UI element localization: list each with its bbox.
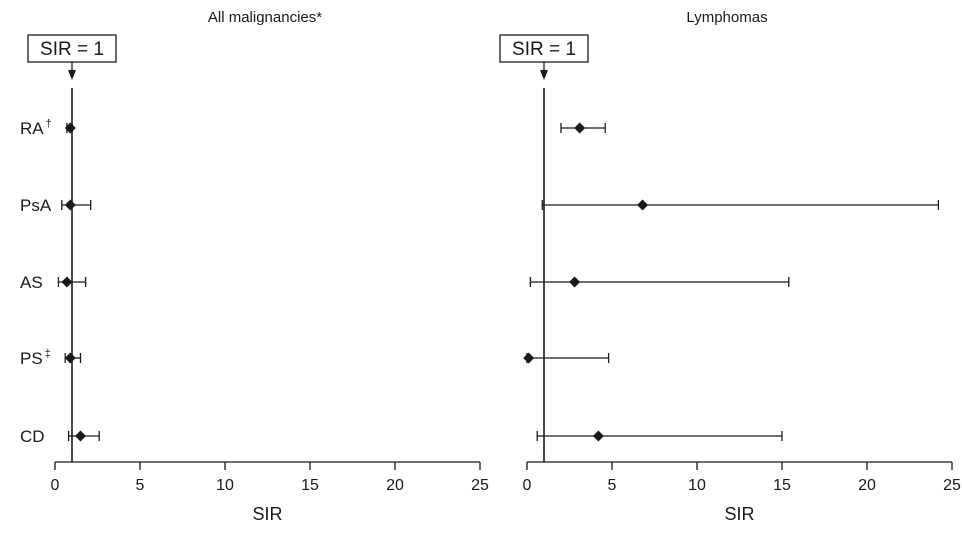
x-tick-label: 0 (51, 477, 60, 494)
reference-arrow-head (68, 70, 76, 80)
reference-label: SIR = 1 (40, 39, 104, 60)
x-tick-label: 5 (608, 477, 617, 494)
x-tick-label: 10 (688, 477, 706, 494)
category-label-text: PS (20, 349, 43, 368)
x-tick-label: 5 (136, 477, 145, 494)
category-label: RA † (20, 118, 52, 138)
x-tick-label: 10 (216, 477, 234, 494)
x-tick-label: 20 (386, 477, 404, 494)
x-axis-label: SIR (724, 504, 754, 524)
point-estimate-marker (574, 122, 586, 134)
category-label: PsA (20, 196, 52, 215)
category-footnote-mark: † (46, 118, 52, 130)
point-estimate-marker (64, 122, 76, 134)
reference-label-box (499, 34, 589, 63)
category-footnote-mark: ‡ (45, 348, 51, 360)
category-label: PS ‡ (20, 348, 51, 368)
point-estimate-marker (64, 199, 76, 211)
x-tick-label: 15 (773, 477, 791, 494)
reference-label: SIR = 1 (512, 39, 576, 60)
category-label: AS (20, 273, 43, 292)
panel-title: All malignancies* (208, 9, 322, 26)
x-axis-label: SIR (252, 504, 282, 524)
point-estimate-marker (523, 352, 535, 364)
category-label-text: RA (20, 119, 44, 138)
point-estimate-marker (64, 352, 76, 364)
point-estimate-marker (569, 276, 581, 288)
point-estimate-marker (592, 430, 604, 442)
point-estimate-marker (75, 430, 86, 442)
category-label: CD (20, 427, 45, 446)
x-tick-label: 25 (943, 477, 961, 494)
point-estimate-marker (637, 199, 649, 211)
category-label-text: CD (20, 427, 45, 446)
category-label-text: AS (20, 273, 43, 292)
point-estimate-marker (61, 276, 73, 288)
x-tick-label: 15 (301, 477, 319, 494)
x-tick-label: 25 (471, 477, 489, 494)
x-tick-label: 20 (858, 477, 876, 494)
panel-title: Lymphomas (686, 9, 767, 26)
reference-label-box (27, 34, 117, 63)
category-label-text: PsA (20, 196, 52, 215)
x-tick-label: 0 (523, 477, 532, 494)
reference-arrow-head (540, 70, 548, 80)
